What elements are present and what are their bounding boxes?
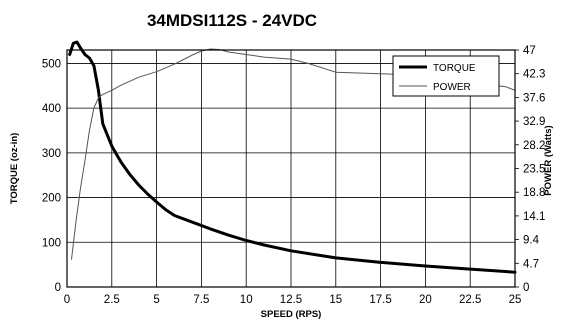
axes-layer: 0 2.5 5 7.5 10 12.5 15 17.5 20 22.5 25010020030040…	[42, 45, 546, 306]
y2-tick-label: 18.8	[523, 187, 545, 199]
y-tick-label: 400	[42, 103, 61, 115]
y2-tick-label: 47	[523, 45, 536, 57]
y2-tick-label: 23.5	[523, 164, 545, 176]
y-axis-label: TORQUE (oz-in)	[9, 133, 20, 205]
x-tick-label: 17.5	[369, 294, 391, 306]
x-tick-label: 20	[419, 294, 432, 306]
x-tick-label: 12.5	[280, 294, 302, 306]
y-tick-label: 100	[42, 237, 61, 249]
plot-frame	[66, 49, 516, 288]
y-tick-label: 300	[42, 148, 61, 160]
x-tick-label: 7.5	[193, 294, 209, 306]
y-tick-label: 0	[55, 282, 61, 294]
y2-tick-label: 0	[523, 282, 529, 294]
x-tick-label: 0	[64, 294, 70, 306]
y2-tick-label: 28.2	[523, 140, 545, 152]
x-tick-label: 2.5	[104, 294, 120, 306]
x-tick-label: 10	[240, 294, 253, 306]
x-tick-label: 5	[153, 294, 159, 306]
x-tick-label: 15	[329, 294, 342, 306]
chart-title: 34MDSI112S - 24VDC	[147, 11, 317, 30]
legend-label-torque: TORQUE	[433, 63, 476, 74]
y2-tick-label: 9.4	[523, 235, 540, 247]
y-tick-label: 500	[42, 58, 61, 70]
x-tick-label: 25	[509, 294, 522, 306]
x-tick-label: 22.5	[459, 294, 481, 306]
legend: TORQUE POWER	[392, 55, 500, 97]
power-line	[71, 48, 516, 260]
y2-tick-label: 42.3	[523, 69, 545, 81]
y2-axis-label: POWER (Watts)	[543, 125, 554, 195]
series-layer	[68, 40, 517, 274]
legend-box	[392, 55, 500, 97]
y2-tick-label: 14.1	[523, 211, 545, 223]
x-axis-label: SPEED (RPS)	[261, 309, 322, 320]
y2-tick-label: 37.6	[523, 92, 545, 104]
torque-line	[68, 40, 517, 274]
y2-tick-label: 32.9	[523, 116, 545, 128]
y2-tick-label: 4.7	[523, 258, 539, 270]
y-tick-label: 200	[42, 193, 61, 205]
legend-label-power: POWER	[433, 82, 471, 93]
